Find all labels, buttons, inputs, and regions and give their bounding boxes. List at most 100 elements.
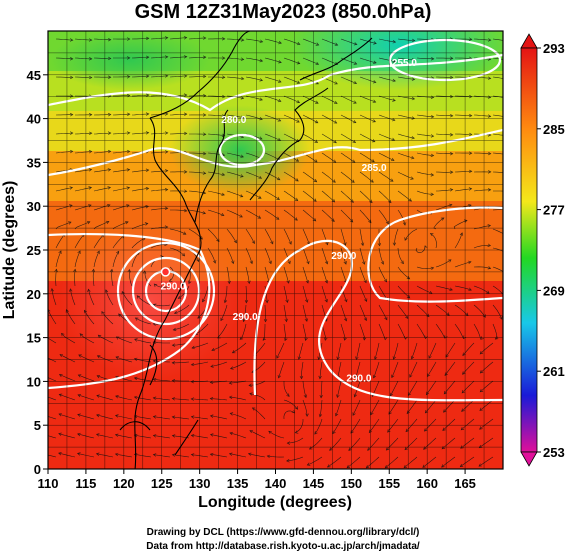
streamline	[478, 456, 494, 467]
streamline-arrowhead	[449, 75, 454, 80]
y-tick-label: 40	[27, 112, 41, 127]
streamline	[79, 333, 95, 344]
streamline-arrowhead	[468, 132, 473, 137]
streamline	[245, 171, 262, 179]
streamline-arrowhead	[428, 355, 432, 359]
streamline-arrowhead	[461, 408, 465, 412]
streamline	[283, 209, 298, 221]
streamline-arrowhead	[332, 430, 336, 435]
streamline-arrowhead	[370, 411, 374, 416]
streamline	[169, 266, 174, 282]
streamline	[264, 247, 272, 264]
streamline	[51, 288, 57, 306]
streamline	[283, 190, 298, 201]
streamline-arrowhead	[410, 176, 414, 180]
streamline	[283, 247, 291, 264]
streamline	[370, 399, 380, 415]
streamline-arrowhead	[133, 357, 138, 362]
colorbar-ticks: 293 285 277 269 261 253	[537, 41, 565, 460]
streamline	[350, 418, 361, 434]
streamline	[173, 323, 190, 331]
streamline	[416, 133, 434, 137]
streamline	[150, 170, 168, 173]
y-tick-label: 10	[27, 374, 41, 389]
streamline-arrowhead	[183, 208, 188, 213]
streamline-arrowhead	[404, 446, 408, 451]
streamline	[416, 190, 434, 195]
streamline	[378, 171, 394, 182]
streamline-arrowhead	[95, 452, 100, 456]
streamline-arrowhead	[171, 453, 176, 457]
streamline-arrowhead	[249, 260, 253, 265]
streamline	[359, 76, 376, 83]
streamline	[319, 361, 323, 379]
streamline-arrowhead	[223, 299, 228, 304]
streamline-arrowhead	[276, 177, 281, 181]
streamline	[129, 269, 133, 287]
streamline	[416, 171, 434, 176]
streamline-arrowhead	[115, 395, 119, 399]
streamline-arrowhead	[87, 288, 91, 293]
streamline	[473, 38, 491, 41]
streamline	[93, 114, 111, 116]
streamline-arrowhead	[440, 217, 445, 221]
streamline-arrowhead	[278, 79, 282, 83]
streamline-arrowhead	[372, 99, 377, 103]
streamline-arrowhead	[183, 170, 188, 174]
streamline	[210, 361, 228, 367]
streamline	[435, 114, 453, 117]
streamline	[226, 209, 243, 218]
streamline	[320, 380, 323, 398]
streamline-arrowhead	[312, 217, 317, 222]
streamline-arrowhead	[77, 394, 82, 398]
streamline	[169, 56, 187, 59]
streamline	[307, 456, 323, 466]
streamline	[245, 209, 261, 219]
streamline-arrowhead	[145, 55, 150, 60]
streamline	[245, 285, 247, 303]
streamline	[332, 418, 342, 434]
streamline-arrowhead	[479, 426, 483, 430]
streamline-arrowhead	[286, 459, 290, 463]
streamline-arrowhead	[145, 186, 150, 191]
streamline-arrowhead	[373, 41, 377, 45]
streamline-arrowhead	[406, 276, 411, 280]
streamline-arrowhead	[487, 243, 491, 247]
streamline	[93, 169, 111, 173]
streamline	[397, 171, 414, 180]
streamline-arrowhead	[177, 295, 182, 299]
colorbar-tick-label: 277	[543, 203, 565, 218]
streamline-arrowhead	[251, 240, 255, 245]
streamline	[131, 169, 149, 173]
streamline	[207, 190, 225, 196]
streamline	[427, 361, 437, 377]
streamline	[74, 132, 92, 135]
streamline-arrowhead	[449, 133, 454, 137]
streamline-arrowhead	[422, 464, 426, 468]
streamline	[226, 57, 244, 60]
streamline	[93, 151, 111, 154]
streamline-arrowhead	[372, 374, 377, 379]
streamline-arrowhead	[499, 316, 503, 320]
y-axis-label: Latitude (degrees)	[1, 181, 18, 320]
streamline-arrowhead	[69, 112, 74, 117]
streamline-arrowhead	[268, 260, 272, 265]
streamline-arrowhead	[344, 298, 348, 303]
streamline-arrowhead	[240, 96, 245, 100]
streamline-arrowhead	[299, 375, 304, 380]
streamline	[443, 399, 456, 413]
streamline-arrowhead	[479, 350, 484, 355]
streamline-arrowhead	[297, 356, 301, 360]
streamline-arrowhead	[442, 427, 446, 431]
streamline-arrowhead	[221, 37, 226, 41]
streamline-arrowhead	[385, 220, 389, 225]
streamline	[426, 380, 437, 395]
streamline	[226, 171, 244, 177]
streamline-arrowhead	[108, 75, 112, 79]
streamline-arrowhead	[171, 379, 176, 383]
streamline-arrowhead	[507, 40, 510, 43]
streamline	[378, 247, 384, 265]
x-tick-label: 155	[378, 476, 400, 491]
streamline-arrowhead	[315, 100, 319, 104]
